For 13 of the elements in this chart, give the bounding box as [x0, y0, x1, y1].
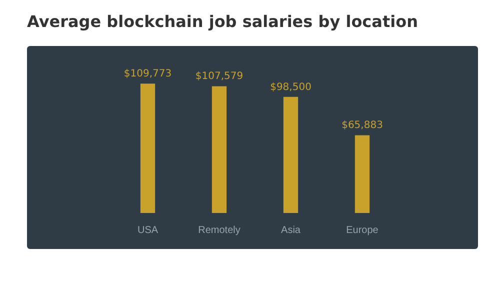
bar: [212, 86, 227, 213]
data-label: $65,883: [342, 120, 383, 132]
x-tick-label: Asia: [281, 224, 301, 236]
data-label: $107,579: [195, 71, 244, 82]
bar: [354, 135, 370, 213]
bar: [283, 96, 298, 213]
data-label: $109,773: [124, 68, 172, 80]
x-tick-label: USA: [137, 224, 158, 236]
chart-title: Average blockchain job salaries by location: [27, 12, 418, 31]
x-tick-label: Remotely: [198, 224, 240, 236]
x-tick-label: Europe: [346, 224, 379, 236]
data-label: $98,500: [270, 82, 312, 93]
bar: [140, 84, 156, 213]
